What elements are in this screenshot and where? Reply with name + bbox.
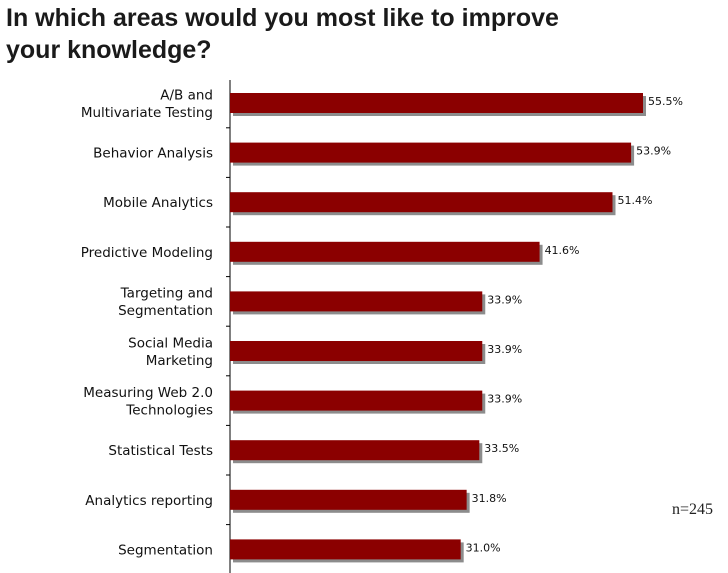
category-label: Technologies: [125, 402, 213, 418]
data-label: 33.9%: [487, 393, 522, 406]
category-label: Marketing: [146, 353, 213, 369]
category-label: A/B and: [160, 87, 213, 103]
category-label: Measuring Web 2.0: [83, 385, 213, 401]
bar: [230, 93, 643, 113]
chart-title-line-2: your knowledge?: [6, 36, 212, 64]
data-label: 41.6%: [545, 244, 580, 257]
data-label: 33.9%: [487, 293, 522, 306]
bar: [230, 440, 480, 461]
category-label: Multivariate Testing: [81, 105, 213, 121]
data-label: 51.4%: [617, 194, 652, 207]
bar: [230, 390, 483, 411]
data-label: 53.9%: [636, 145, 671, 158]
category-label: Mobile Analytics: [103, 195, 213, 211]
category-label: Analytics reporting: [85, 493, 213, 509]
chart-title: In which areas would you most like to im…: [6, 2, 706, 66]
bar: [230, 291, 483, 312]
bar: [230, 142, 632, 163]
data-label: 31.0%: [466, 541, 501, 554]
category-label: Segmentation: [118, 542, 213, 558]
data-label: 33.9%: [487, 343, 522, 356]
bar: [230, 341, 483, 361]
category-label: Social Media: [128, 335, 213, 351]
data-label: 55.5%: [648, 95, 683, 108]
bar: [230, 489, 467, 510]
data-label: 33.5%: [484, 442, 519, 455]
category-label: Targeting and: [120, 286, 213, 302]
chart-title-line-1: In which areas would you most like to im…: [6, 4, 559, 32]
bar: [230, 241, 540, 262]
data-label: 31.8%: [472, 492, 507, 505]
sample-size-note: n=245: [672, 501, 714, 518]
category-label: Statistical Tests: [108, 443, 213, 459]
bar: [230, 539, 461, 560]
bar: [230, 192, 613, 213]
category-label: Predictive Modeling: [81, 245, 213, 261]
category-label: Segmentation: [118, 303, 213, 319]
category-label: Behavior Analysis: [93, 146, 213, 162]
